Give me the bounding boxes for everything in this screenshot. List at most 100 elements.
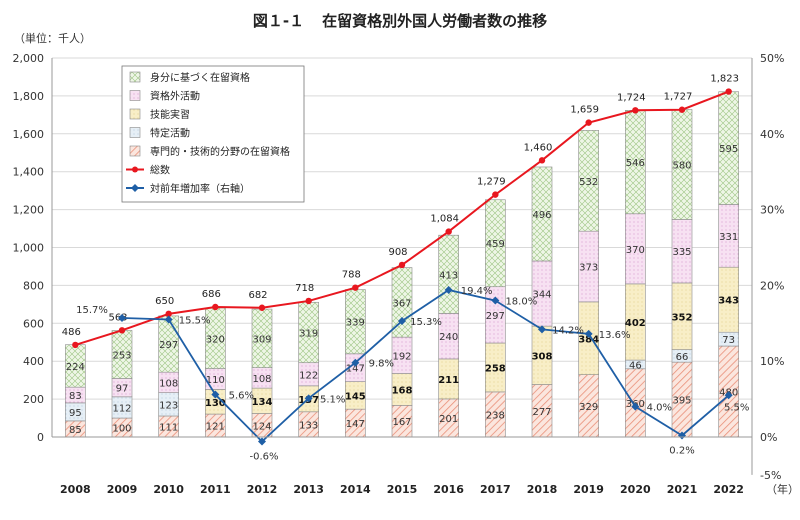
rate-point <box>491 296 500 305</box>
total-value-label: 718 <box>295 283 314 294</box>
legend-label: 身分に基づく在留資格 <box>150 71 250 84</box>
y-tick-label: 1,200 <box>13 204 45 217</box>
y2-tick-label: -5% <box>760 469 781 482</box>
y-tick-label: 400 <box>23 355 44 368</box>
bar-segment-label: 121 <box>206 422 225 433</box>
bar-segment-label: 413 <box>439 270 458 281</box>
bar-segment-label: 100 <box>112 424 131 435</box>
y-tick-label: 1,600 <box>13 128 45 141</box>
rate-point <box>584 329 593 338</box>
rate-point <box>444 285 453 294</box>
x-tick-label: 2020 <box>620 483 651 496</box>
total-point <box>445 228 452 235</box>
legend-swatch-tokutei <box>129 127 141 138</box>
bar-segment-label: 459 <box>486 239 505 250</box>
y-tick-label: 1,800 <box>13 90 45 103</box>
y-axis-left: 0 200 400 600 800 1,000 1,200 1,400 1,600 1,800 2,… <box>13 52 53 444</box>
bar-segment-label: 277 <box>532 407 551 418</box>
rate-point <box>724 391 733 400</box>
total-point <box>165 310 172 318</box>
bar-segment-label: 370 <box>626 245 645 256</box>
bar-segment-label: 343 <box>718 296 739 307</box>
bar-segment-label: 224 <box>66 362 85 373</box>
bar-segment-label: 496 <box>532 210 551 221</box>
bar-segment-label: 352 <box>672 312 693 323</box>
x-tick-label: 2009 <box>107 483 138 496</box>
bar-segment-label: 167 <box>392 417 411 428</box>
x-tick-label: 2011 <box>200 483 231 496</box>
x-tick-label: 2016 <box>433 483 464 496</box>
bar-segment-label: 201 <box>439 414 458 425</box>
total-value-label: 1,084 <box>430 214 459 225</box>
rate-value-label: 14.2% <box>552 325 584 336</box>
legend-label: 対前年増加率（右軸） <box>150 182 250 195</box>
bar-segment-label: 546 <box>626 158 645 169</box>
x-tick-label: 2021 <box>667 483 698 496</box>
legend-swatch-gino <box>129 108 141 120</box>
legend-marker-rate <box>131 184 139 192</box>
bar-segment-label: 329 <box>579 402 598 413</box>
bar-segment-label: 123 <box>159 400 178 411</box>
bar-segment-label: 253 <box>112 350 131 361</box>
bar-segment-label: 108 <box>159 378 178 389</box>
x-axis-unit: （年） <box>766 482 799 496</box>
chart-title: 図１-１ 在留資格別外国人労働者数の推移 <box>0 10 800 31</box>
legend: 身分に基づく在留資格資格外活動技能実習特定活動専門的・技術的分野の在留資格総数対… <box>121 65 305 203</box>
y-axis-right: -5% 0% 10% 20% 30% 40% 50% <box>751 52 784 482</box>
total-point <box>678 106 686 113</box>
bar-segment-label: 168 <box>392 385 413 396</box>
y-tick-label: 1,400 <box>13 166 45 179</box>
bar-segment-label: 367 <box>392 298 411 309</box>
rate-value-label: 5.1% <box>320 394 345 405</box>
bar-segment-label: 46 <box>629 360 642 371</box>
bar-segment-label: 83 <box>69 391 82 402</box>
bar-segment-label: 73 <box>722 335 735 346</box>
bar-segment-label: 238 <box>486 410 505 421</box>
rate-point <box>351 358 360 367</box>
bar-segment-label: 580 <box>672 160 691 171</box>
y2-tick-label: 0% <box>760 431 777 444</box>
total-point <box>632 107 639 114</box>
x-tick-label: 2019 <box>573 483 604 496</box>
legend-swatch-shikakugai <box>129 90 141 101</box>
rate-point <box>258 437 266 446</box>
rate-value-label: 5.6% <box>229 391 254 402</box>
bar-segment-label: 297 <box>486 311 505 322</box>
rate-value-label: 5.5% <box>724 402 749 413</box>
bar-segment-label: 95 <box>69 408 82 419</box>
rate-point <box>211 390 220 399</box>
x-tick-label: 2008 <box>60 483 91 496</box>
y-tick-label: 600 <box>23 317 44 330</box>
y-tick-label: 800 <box>23 279 44 292</box>
total-value-label: 1,460 <box>524 142 553 153</box>
bar-segment-label: 402 <box>625 318 646 329</box>
y-tick-label: 2,000 <box>13 52 45 65</box>
rate-point <box>631 402 640 411</box>
total-point <box>212 303 219 311</box>
bar-segment-label: 122 <box>299 370 318 381</box>
rate-value-label: 15.3% <box>410 317 442 328</box>
bar-segment-label: 134 <box>252 397 273 408</box>
bar-segment-label: 192 <box>392 351 411 362</box>
total-value-label: 1,823 <box>710 74 739 85</box>
legend-swatch-mibun <box>129 71 141 83</box>
x-tick-label: 2012 <box>247 483 278 496</box>
bar-segment-label: 344 <box>532 290 551 301</box>
bar-segment-label: 384 <box>578 334 599 345</box>
total-value-label: 908 <box>388 247 407 258</box>
bar-segment-label: 373 <box>579 263 598 274</box>
rate-point <box>398 317 406 326</box>
rate-value-label: -0.6% <box>249 452 278 463</box>
legend-swatch-senmon <box>129 145 141 157</box>
bar-segment-label: 124 <box>252 421 271 432</box>
bar-segment-mibun <box>485 199 506 288</box>
total-value-label: 686 <box>202 289 221 300</box>
bar-segment-label: 133 <box>299 420 318 431</box>
rate-value-label: 15.5% <box>179 316 211 327</box>
bar-segment-label: 147 <box>346 364 365 375</box>
total-value-label: 1,659 <box>570 105 599 116</box>
x-tick-label: 2013 <box>293 483 324 496</box>
legend-label: 技能実習 <box>150 108 190 121</box>
bar-segment-label: 309 <box>252 334 271 345</box>
